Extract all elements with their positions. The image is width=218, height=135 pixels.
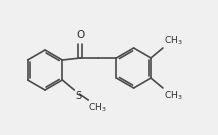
Text: CH$_3$: CH$_3$ [164, 89, 183, 102]
Text: O: O [76, 30, 84, 40]
Text: CH$_3$: CH$_3$ [88, 101, 107, 114]
Text: CH$_3$: CH$_3$ [164, 35, 183, 47]
Text: S: S [75, 91, 82, 101]
